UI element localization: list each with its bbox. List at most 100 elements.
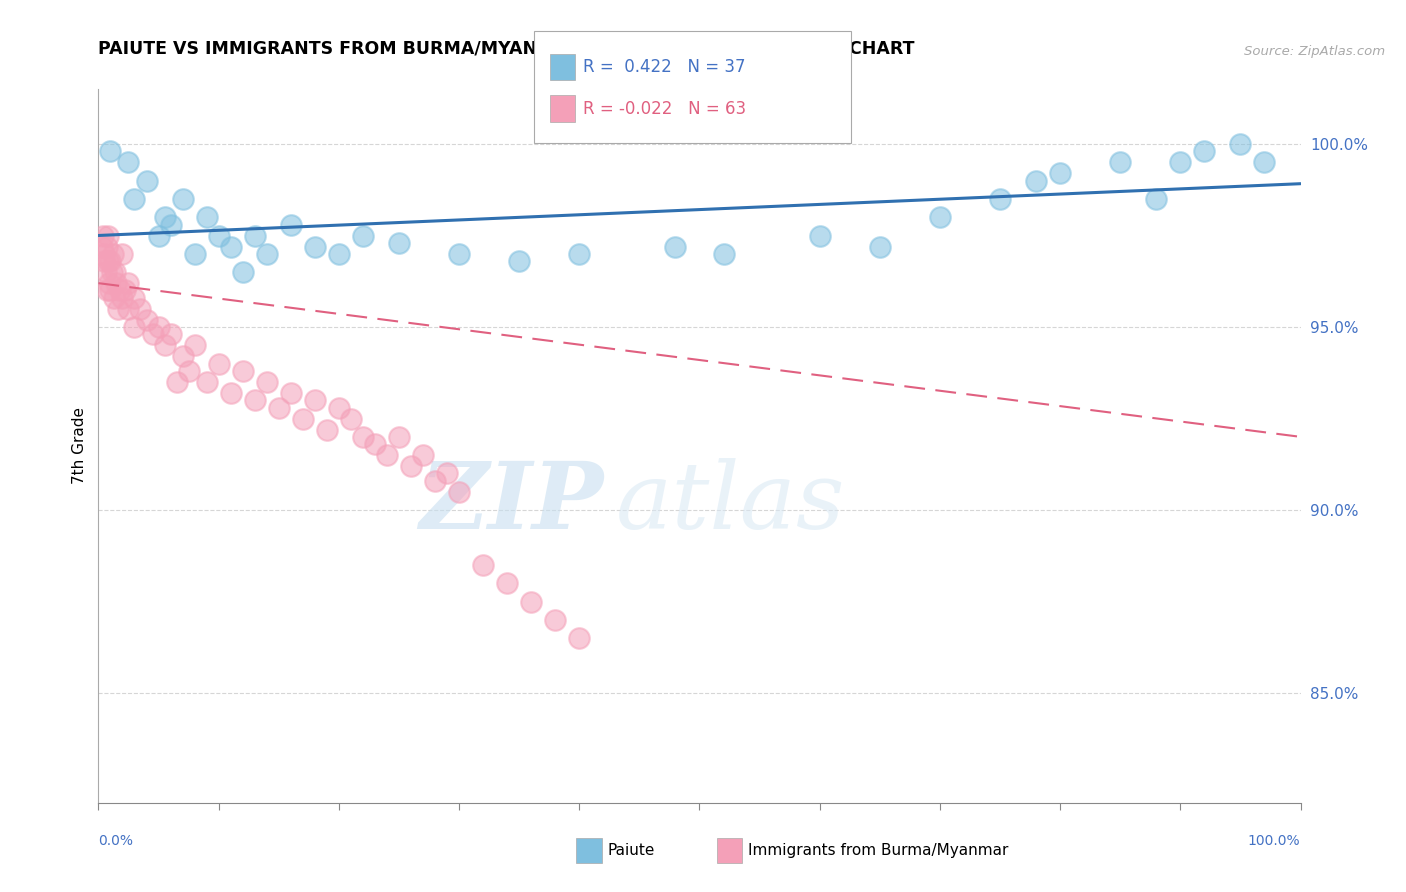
Point <box>988 192 1011 206</box>
Point <box>107 301 129 316</box>
Point <box>352 228 374 243</box>
Point <box>664 239 686 253</box>
Point <box>243 228 266 243</box>
Text: ZIP: ZIP <box>419 458 603 548</box>
Point <box>100 254 122 268</box>
Point <box>153 211 176 225</box>
Point <box>399 459 422 474</box>
Point <box>135 312 157 326</box>
Point <box>153 338 176 352</box>
Point <box>328 401 350 415</box>
Point <box>129 301 152 316</box>
Point <box>232 364 254 378</box>
Point <box>364 437 387 451</box>
Point <box>208 357 231 371</box>
Text: 100.0%: 100.0% <box>1249 834 1301 848</box>
Point <box>114 284 136 298</box>
Point <box>568 631 591 645</box>
Text: Paiute: Paiute <box>607 843 655 857</box>
Point <box>117 301 139 316</box>
Point <box>148 228 170 243</box>
Point <box>195 375 218 389</box>
Point <box>101 247 124 261</box>
Point <box>508 254 530 268</box>
Point <box>91 228 114 243</box>
Point <box>177 364 200 378</box>
Point <box>544 613 567 627</box>
Point <box>97 254 120 268</box>
Point <box>713 247 735 261</box>
Point <box>93 247 115 261</box>
Point <box>96 284 118 298</box>
Text: 0.0%: 0.0% <box>98 834 134 848</box>
Point <box>219 386 242 401</box>
Point <box>256 247 278 261</box>
Point <box>388 430 411 444</box>
Text: Source: ZipAtlas.com: Source: ZipAtlas.com <box>1244 45 1385 58</box>
Point <box>159 327 181 342</box>
Point <box>105 276 128 290</box>
Point <box>219 239 242 253</box>
Point <box>375 448 398 462</box>
Point <box>388 235 411 250</box>
Point <box>97 228 120 243</box>
Point <box>1109 155 1132 169</box>
Point <box>447 247 470 261</box>
Point <box>124 320 146 334</box>
Point <box>104 265 127 279</box>
Point <box>135 174 157 188</box>
Point <box>124 291 146 305</box>
Point <box>869 239 891 253</box>
Point <box>1025 174 1047 188</box>
Point <box>520 594 543 608</box>
Point <box>166 375 188 389</box>
Point <box>1144 192 1167 206</box>
Point <box>94 265 117 279</box>
Text: R =  0.422   N = 37: R = 0.422 N = 37 <box>583 58 747 76</box>
Point <box>496 576 519 591</box>
Point <box>172 192 194 206</box>
Point <box>117 276 139 290</box>
Point <box>111 291 134 305</box>
Point <box>472 558 495 572</box>
Point <box>568 247 591 261</box>
Point <box>208 228 231 243</box>
Point <box>340 411 363 425</box>
Point <box>423 474 446 488</box>
Point <box>1253 155 1275 169</box>
Point <box>232 265 254 279</box>
Point <box>148 320 170 334</box>
Point <box>243 393 266 408</box>
Point <box>91 239 114 253</box>
Point <box>103 291 125 305</box>
Point <box>100 284 122 298</box>
Point <box>183 338 205 352</box>
Point <box>183 247 205 261</box>
Text: PAIUTE VS IMMIGRANTS FROM BURMA/MYANMAR 7TH GRADE CORRELATION CHART: PAIUTE VS IMMIGRANTS FROM BURMA/MYANMAR … <box>98 40 915 58</box>
Text: Immigrants from Burma/Myanmar: Immigrants from Burma/Myanmar <box>748 843 1008 857</box>
Point <box>436 467 458 481</box>
Point <box>1170 155 1192 169</box>
Point <box>141 327 163 342</box>
Point <box>100 145 122 159</box>
Point <box>1194 145 1216 159</box>
Point <box>98 276 121 290</box>
Text: R = -0.022   N = 63: R = -0.022 N = 63 <box>583 100 747 118</box>
Point <box>96 239 118 253</box>
Point <box>447 484 470 499</box>
Point <box>256 375 278 389</box>
Text: atlas: atlas <box>616 458 845 548</box>
Point <box>1229 137 1251 152</box>
Point <box>267 401 290 415</box>
Point <box>100 265 122 279</box>
Point <box>315 423 337 437</box>
Point <box>108 284 131 298</box>
Point <box>280 218 302 232</box>
Point <box>291 411 314 425</box>
Point <box>808 228 831 243</box>
Point <box>352 430 374 444</box>
Point <box>304 393 326 408</box>
Point <box>172 349 194 363</box>
Y-axis label: 7th Grade: 7th Grade <box>72 408 87 484</box>
Point <box>124 192 146 206</box>
